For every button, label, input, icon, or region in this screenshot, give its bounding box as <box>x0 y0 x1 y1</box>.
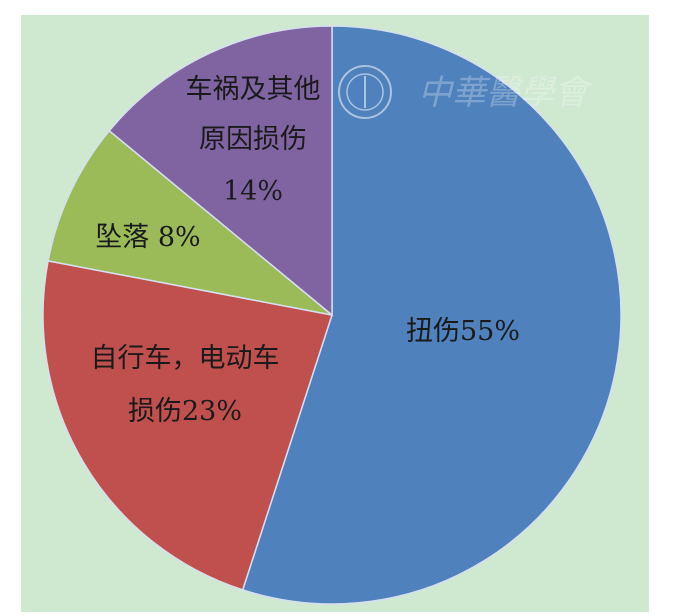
pie-slice-1 <box>241 25 622 605</box>
chinese-medical-association-logo-icon <box>338 65 392 119</box>
slice-label: 损伤23% <box>128 396 242 427</box>
slice-label: 扭伤55% <box>406 316 520 347</box>
watermark-text: 中華醫學會 <box>418 73 593 113</box>
slice-label: 自行车，电动车 <box>91 343 280 374</box>
pie-slice-3 <box>47 129 333 316</box>
pie-slice-2 <box>42 259 333 591</box>
watermark: 中華醫學會 <box>338 65 593 119</box>
slice-label: 原因损伤 <box>199 124 307 155</box>
slice-label: 坠落 8% <box>95 222 200 253</box>
slice-label: 14% <box>223 176 283 207</box>
slice-label: 车祸及其他 <box>186 74 321 105</box>
pie-slice-4 <box>108 25 333 317</box>
